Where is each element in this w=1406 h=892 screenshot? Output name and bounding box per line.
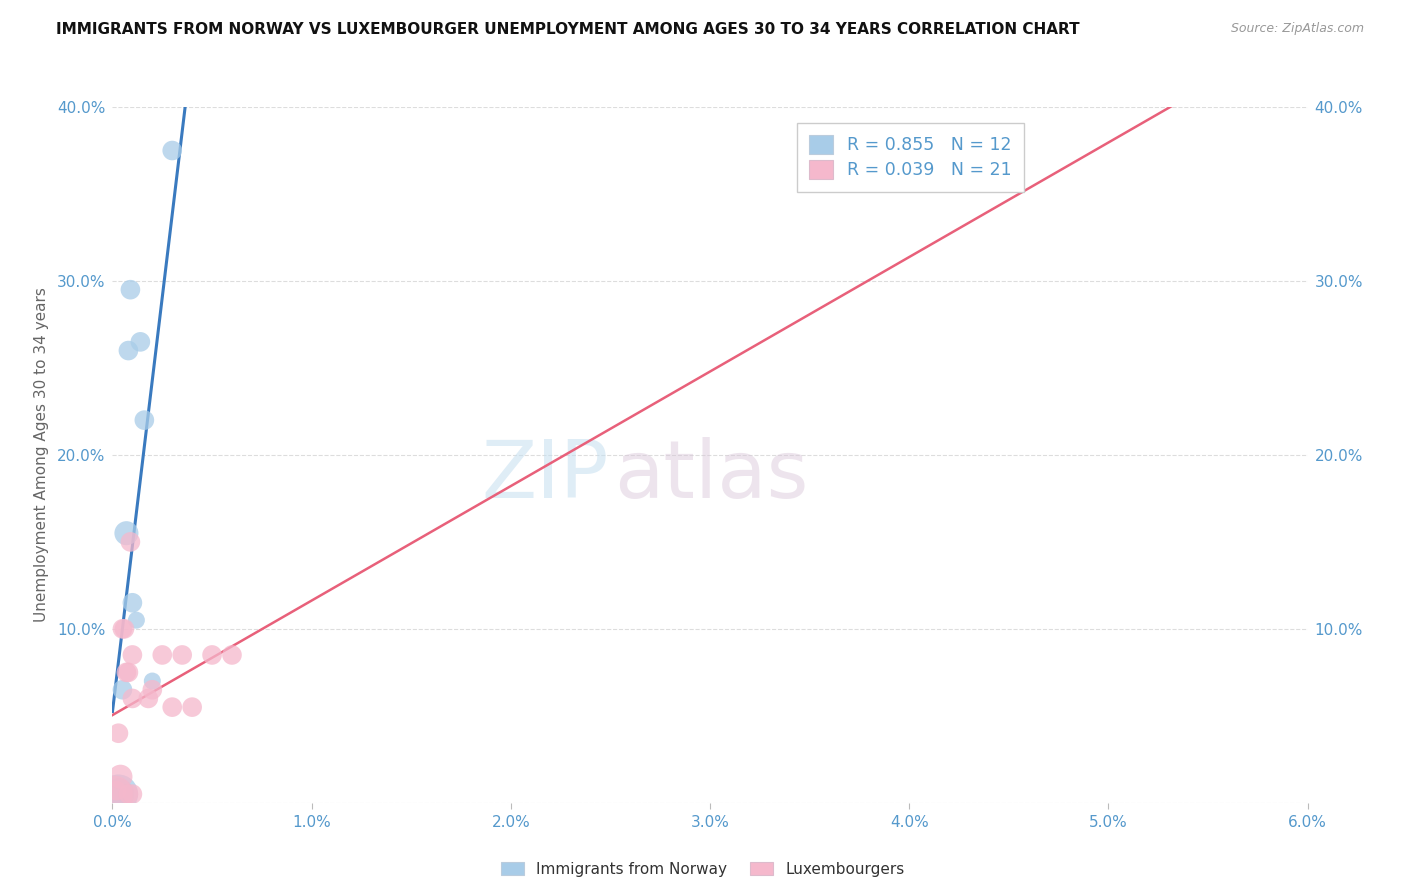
Point: [111, 682, 134, 697]
Text: Source: ZipAtlas.com: Source: ZipAtlas.com: [1230, 22, 1364, 36]
Point: [129, 334, 152, 349]
Point: [162, 700, 183, 714]
Point: [115, 526, 138, 541]
Point: [114, 622, 135, 636]
Point: [181, 700, 204, 714]
Y-axis label: Unemployment Among Ages 30 to 34 years: Unemployment Among Ages 30 to 34 years: [34, 287, 49, 623]
Point: [121, 787, 143, 801]
Point: [138, 691, 160, 706]
Text: IMMIGRANTS FROM NORWAY VS LUXEMBOURGER UNEMPLOYMENT AMONG AGES 30 TO 34 YEARS CO: IMMIGRANTS FROM NORWAY VS LUXEMBOURGER U…: [56, 22, 1080, 37]
Point: [141, 682, 163, 697]
Point: [107, 787, 129, 801]
Point: [117, 343, 139, 358]
Point: [201, 648, 224, 662]
Point: [115, 665, 138, 680]
Point: [134, 413, 156, 427]
Point: [150, 648, 173, 662]
Point: [121, 648, 143, 662]
Point: [172, 648, 194, 662]
Text: atlas: atlas: [614, 437, 808, 515]
Point: [103, 787, 125, 801]
Point: [117, 787, 139, 801]
Point: [141, 674, 163, 689]
Legend: Immigrants from Norway, Luxembourgers: Immigrants from Norway, Luxembourgers: [494, 854, 912, 884]
Point: [121, 596, 143, 610]
Point: [120, 283, 142, 297]
Point: [111, 622, 134, 636]
Point: [107, 787, 129, 801]
Legend: R = 0.855   N = 12, R = 0.039   N = 21: R = 0.855 N = 12, R = 0.039 N = 21: [797, 123, 1024, 192]
Point: [110, 770, 132, 784]
Point: [162, 144, 183, 158]
Point: [120, 534, 142, 549]
Point: [105, 783, 128, 797]
Point: [221, 648, 243, 662]
Point: [125, 613, 148, 627]
Point: [117, 665, 139, 680]
Text: ZIP: ZIP: [481, 437, 609, 515]
Point: [107, 726, 129, 740]
Point: [121, 691, 143, 706]
